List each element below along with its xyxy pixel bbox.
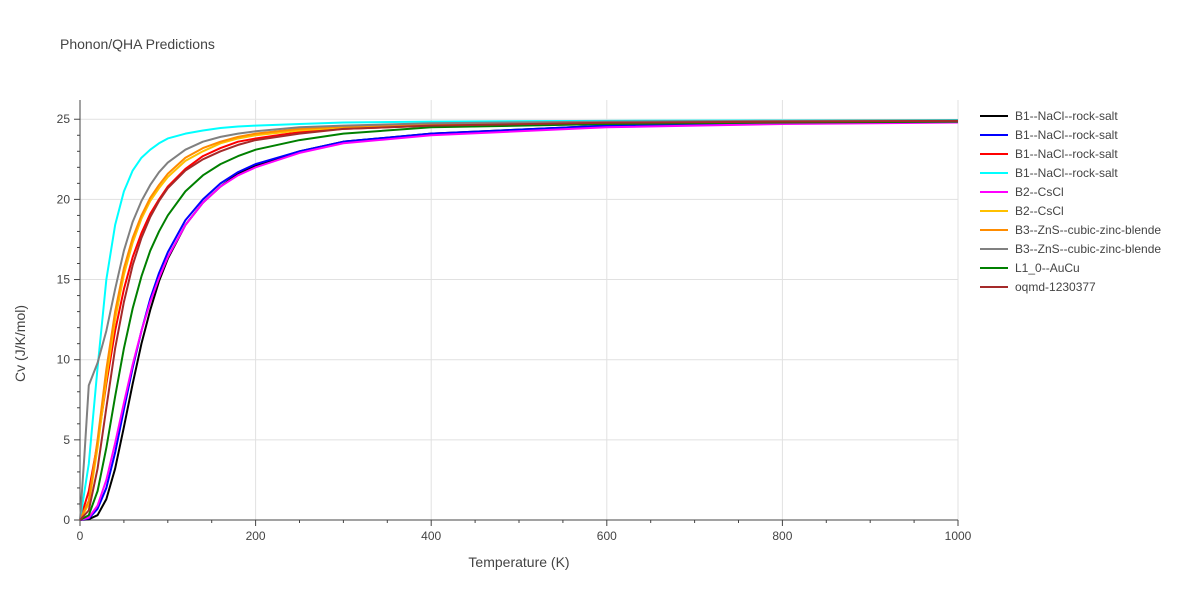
legend-item[interactable]: B1--NaCl--rock-salt bbox=[980, 106, 1161, 125]
legend-swatch bbox=[980, 209, 1008, 212]
series-line bbox=[79, 120, 959, 521]
legend-swatch bbox=[980, 228, 1008, 231]
y-tick-label: 20 bbox=[57, 192, 71, 206]
legend-label: B2--CsCl bbox=[1015, 203, 1064, 218]
y-tick-label: 5 bbox=[63, 433, 70, 447]
x-tick-label: 600 bbox=[597, 529, 617, 543]
legend-label: B2--CsCl bbox=[1015, 184, 1064, 199]
legend: B1--NaCl--rock-salt B1--NaCl--rock-salt B1… bbox=[980, 106, 1161, 296]
legend-item[interactable]: B1--NaCl--rock-salt bbox=[980, 144, 1161, 163]
legend-swatch bbox=[980, 247, 1008, 250]
legend-item[interactable]: B2--CsCl bbox=[980, 201, 1161, 220]
legend-swatch bbox=[980, 285, 1008, 288]
legend-item[interactable]: B1--NaCl--rock-salt bbox=[980, 125, 1161, 144]
legend-swatch bbox=[980, 266, 1008, 269]
legend-item[interactable]: L1_0--AuCu bbox=[980, 258, 1161, 277]
series-line bbox=[79, 119, 959, 521]
legend-swatch bbox=[980, 133, 1008, 136]
x-axis-title: Temperature (K) bbox=[468, 554, 570, 570]
x-tick-label: 1000 bbox=[945, 529, 972, 543]
legend-label: B1--NaCl--rock-salt bbox=[1015, 165, 1118, 180]
x-tick-label: 800 bbox=[772, 529, 792, 543]
y-axis-title: Cv (J/K/mol) bbox=[12, 305, 28, 382]
legend-label: B1--NaCl--rock-salt bbox=[1015, 108, 1118, 123]
x-tick-label: 200 bbox=[246, 529, 266, 543]
legend-item[interactable]: B1--NaCl--rock-salt bbox=[980, 163, 1161, 182]
legend-item[interactable]: oqmd-1230377 bbox=[980, 277, 1161, 296]
series-line bbox=[79, 120, 959, 521]
legend-label: B1--NaCl--rock-salt bbox=[1015, 127, 1118, 142]
legend-swatch bbox=[980, 152, 1008, 155]
series-line bbox=[79, 119, 959, 521]
legend-swatch bbox=[980, 190, 1008, 193]
series-line bbox=[79, 119, 959, 521]
y-tick-label: 0 bbox=[63, 513, 70, 527]
series-line bbox=[79, 121, 959, 521]
y-tick-label: 25 bbox=[57, 112, 71, 126]
legend-swatch bbox=[980, 171, 1008, 174]
series-line bbox=[79, 119, 959, 521]
x-tick-label: 400 bbox=[421, 529, 441, 543]
legend-item[interactable]: B3--ZnS--cubic-zinc-blende bbox=[980, 239, 1161, 258]
legend-label: L1_0--AuCu bbox=[1015, 260, 1080, 275]
legend-item[interactable]: B3--ZnS--cubic-zinc-blende bbox=[980, 220, 1161, 239]
x-tick-label: 0 bbox=[77, 529, 84, 543]
series-line bbox=[79, 120, 959, 521]
legend-label: oqmd-1230377 bbox=[1015, 279, 1096, 294]
series-line bbox=[79, 119, 959, 521]
legend-label: B3--ZnS--cubic-zinc-blende bbox=[1015, 241, 1162, 256]
legend-label: B1--NaCl--rock-salt bbox=[1015, 146, 1118, 161]
y-tick-label: 15 bbox=[57, 273, 71, 287]
series-line bbox=[79, 119, 959, 521]
y-tick-label: 10 bbox=[57, 353, 71, 367]
legend-label: B3--ZnS--cubic-zinc-blende bbox=[1015, 222, 1162, 237]
legend-swatch bbox=[980, 114, 1008, 117]
chart-title: Phonon/QHA Predictions bbox=[60, 36, 215, 52]
legend-item[interactable]: B2--CsCl bbox=[980, 182, 1161, 201]
